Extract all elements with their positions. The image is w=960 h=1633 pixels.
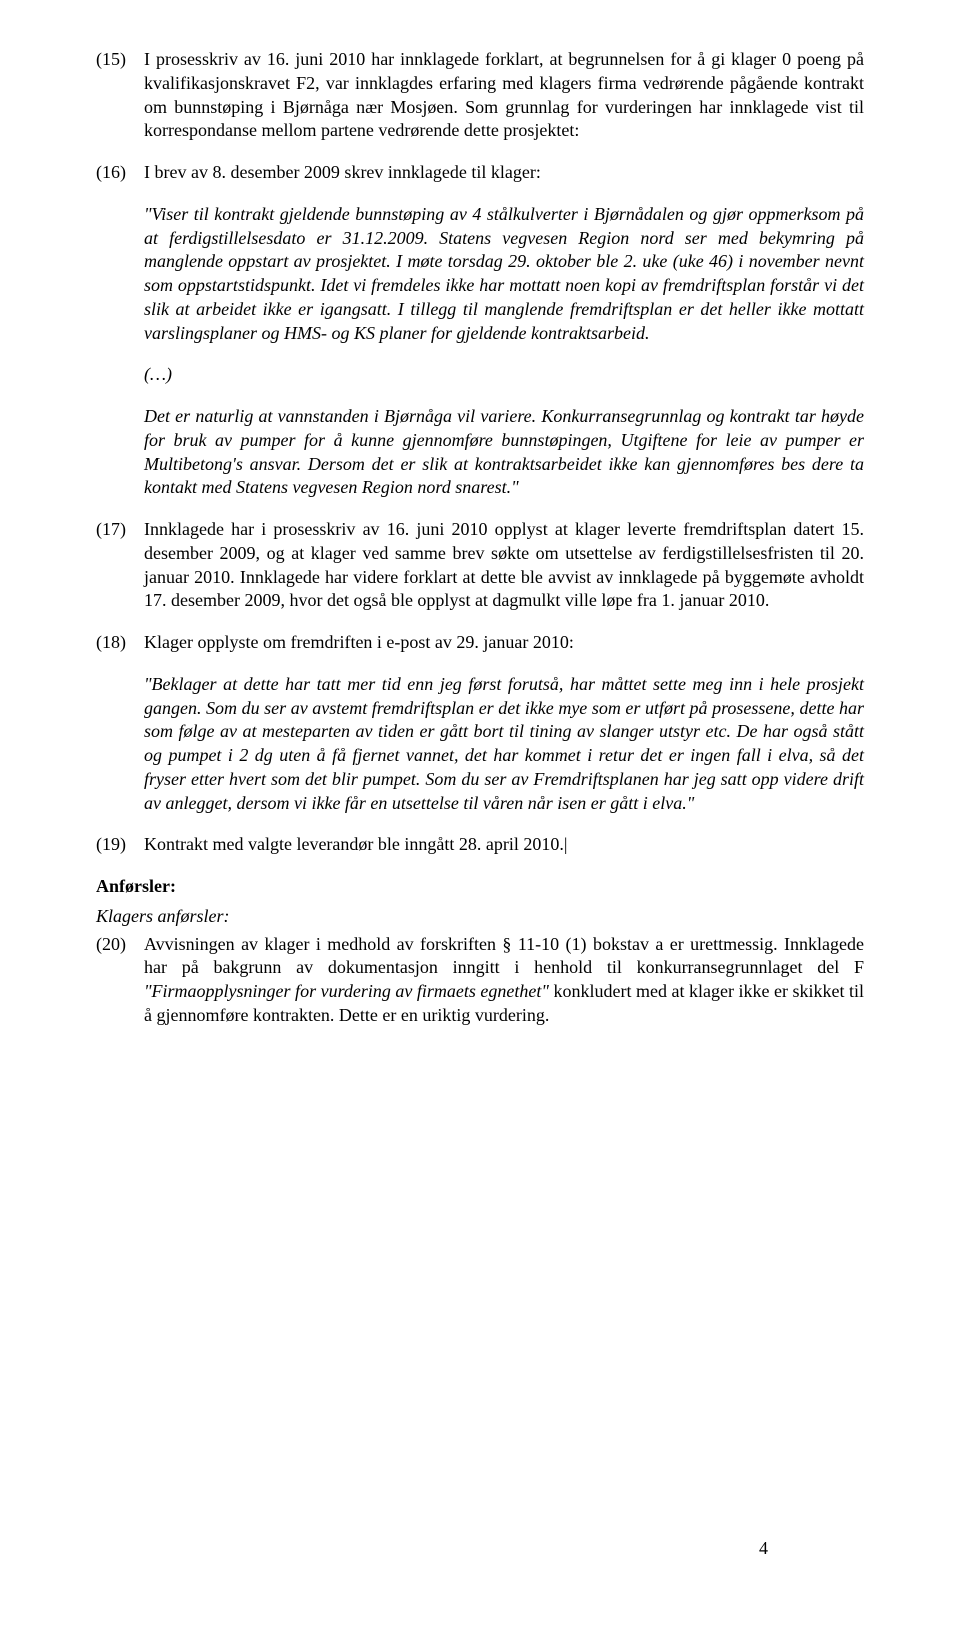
list-item-20: (20) Avvisningen av klager i medhold av …: [96, 933, 864, 1028]
item-text-before: Avvisningen av klager i medhold av forsk…: [144, 934, 864, 978]
item-number: (16): [96, 161, 144, 185]
item-text: Klager opplyste om fremdriften i e-post …: [144, 631, 864, 655]
item-text-italic: "Firmaopplysninger for vurdering av firm…: [144, 981, 549, 1001]
list-item-16: (16) I brev av 8. desember 2009 skrev in…: [96, 161, 864, 185]
item-text: I brev av 8. desember 2009 skrev innklag…: [144, 161, 864, 185]
quote-ellipsis: (…): [144, 363, 864, 387]
item-number: (20): [96, 933, 144, 1028]
quote-block: "Beklager at dette har tatt mer tid enn …: [144, 673, 864, 816]
item-text: Innklagede har i prosesskriv av 16. juni…: [144, 518, 864, 613]
list-item-18: (18) Klager opplyste om fremdriften i e-…: [96, 631, 864, 655]
subheading-klagers: Klagers anførsler:: [96, 905, 864, 929]
item-number: (18): [96, 631, 144, 655]
quote-block: Det er naturlig at vannstanden i Bjørnåg…: [144, 405, 864, 500]
item-number: (19): [96, 833, 144, 857]
list-item-19: (19) Kontrakt med valgte leverandør ble …: [96, 833, 864, 857]
list-item-15: (15) I prosesskriv av 16. juni 2010 har …: [96, 48, 864, 143]
item-number: (15): [96, 48, 144, 143]
page-number: 4: [759, 1537, 768, 1561]
section-heading-anforsler: Anførsler:: [96, 875, 864, 899]
item-text: Kontrakt med valgte leverandør ble inngå…: [144, 833, 864, 857]
item-text: Avvisningen av klager i medhold av forsk…: [144, 933, 864, 1028]
item-text: I prosesskriv av 16. juni 2010 har innkl…: [144, 48, 864, 143]
item-number: (17): [96, 518, 144, 613]
list-item-17: (17) Innklagede har i prosesskriv av 16.…: [96, 518, 864, 613]
quote-block: "Viser til kontrakt gjeldende bunnstøpin…: [144, 203, 864, 346]
